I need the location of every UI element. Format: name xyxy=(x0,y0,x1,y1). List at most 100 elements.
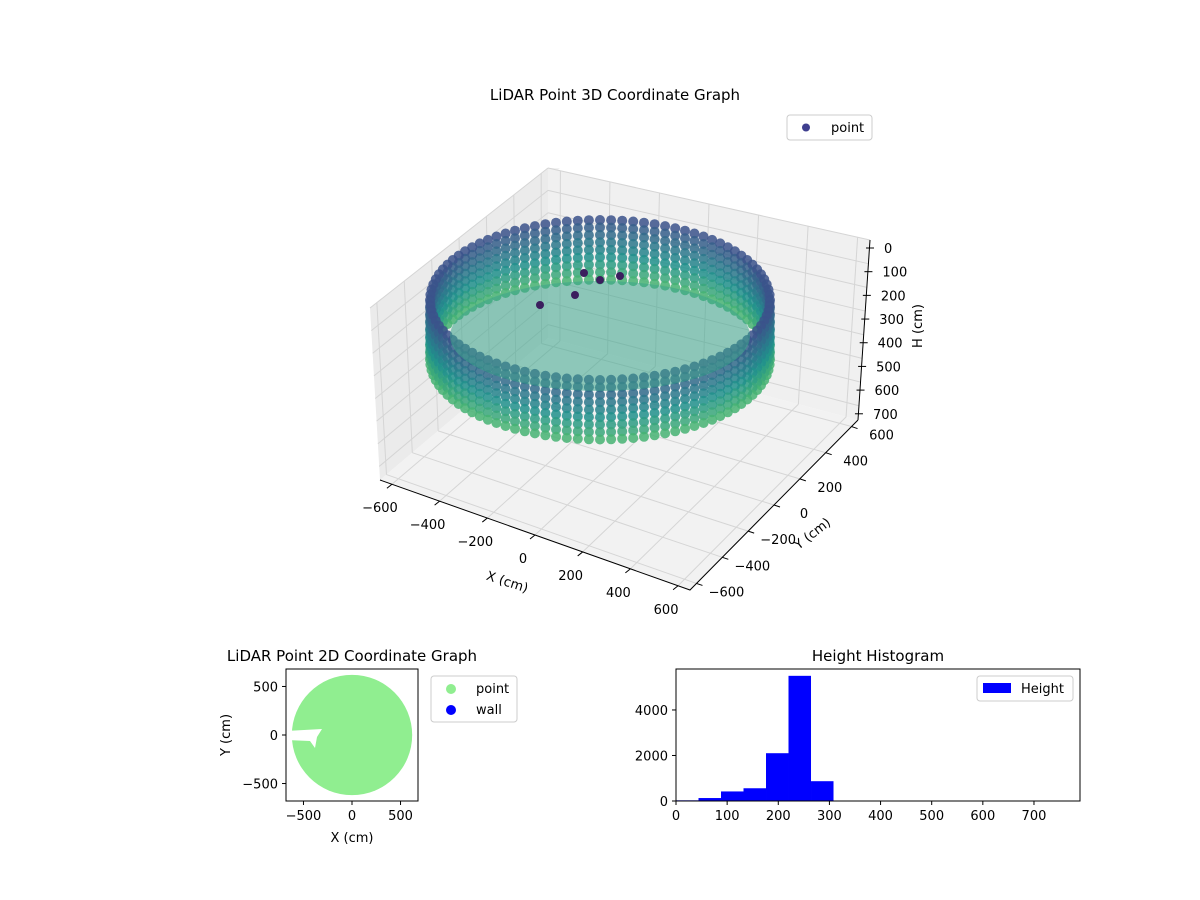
histogram-bar xyxy=(788,675,812,801)
plot3d-ytick-mark xyxy=(851,426,858,430)
plot3d-point xyxy=(628,403,639,414)
plot3d-point xyxy=(519,238,530,249)
plot3d-point xyxy=(639,254,649,265)
plot3d-point xyxy=(628,231,639,242)
plot3d-point xyxy=(510,386,520,397)
plot3d-grid-x-wall xyxy=(797,226,809,405)
plot3d-point xyxy=(606,215,617,226)
plot3d-point xyxy=(474,396,485,407)
histogram-bar xyxy=(811,781,834,801)
plot3d-point xyxy=(628,261,639,272)
plot2d-legend-label-point: point xyxy=(476,682,509,697)
plot3d-point xyxy=(628,246,639,257)
plot3d-point xyxy=(698,380,709,391)
plot3d-point xyxy=(606,259,617,270)
plot3d-point xyxy=(707,286,718,297)
plot3d-point xyxy=(510,255,520,266)
plot3d-point xyxy=(689,235,700,246)
plot3d-point xyxy=(660,250,671,261)
plot3d-point xyxy=(715,396,726,407)
plot3d-legend-marker xyxy=(802,123,810,132)
plot3d-ytick-label: 0 xyxy=(800,507,808,522)
plot3d-point xyxy=(519,267,530,278)
plot3d-point xyxy=(689,258,700,269)
plot3d-point xyxy=(660,265,671,276)
plot3d-point xyxy=(551,402,561,412)
histogram-xtick-label: 200 xyxy=(766,809,791,824)
plot3d-xtick-label: −400 xyxy=(410,518,446,533)
plot3d-point xyxy=(529,265,540,276)
plot3d-point xyxy=(628,410,639,421)
plot3d-xlabel: X (cm) xyxy=(484,569,530,597)
plot3d-point xyxy=(617,389,628,400)
plot3d-point xyxy=(628,224,639,234)
plot3d-point xyxy=(698,388,709,399)
plot3d-point xyxy=(595,252,605,263)
plot3d-point xyxy=(500,383,511,394)
plot3d-point xyxy=(660,236,671,246)
plot3d-point xyxy=(491,261,502,272)
plot2d-xtick-label: −500 xyxy=(286,809,322,824)
plot3d-point xyxy=(474,388,485,399)
plot3d-point xyxy=(482,384,493,395)
plot3d-point xyxy=(519,403,530,414)
plot3d-point xyxy=(510,270,520,281)
plot3d-point xyxy=(551,387,561,398)
plot3d-point xyxy=(561,238,572,249)
plot3d-point xyxy=(715,253,726,264)
plot3d-point xyxy=(707,279,718,290)
plot3d-point xyxy=(617,426,628,437)
plot3d-point xyxy=(482,257,493,268)
plot3d: LiDAR Point 3D Coordinate Graph −600 −400… xyxy=(362,86,926,618)
plot3d-ztick-label: 500 xyxy=(876,360,901,375)
plot3d-point xyxy=(500,250,511,261)
plot3d-point xyxy=(660,413,671,424)
plot3d-point xyxy=(491,283,502,294)
plot3d-point xyxy=(680,416,690,427)
plot3d-point xyxy=(551,416,561,427)
plot3d-ztick-label: 700 xyxy=(873,408,898,423)
plot3d-point xyxy=(561,388,572,399)
plot3d-point xyxy=(698,231,709,242)
plot2d-gap xyxy=(286,729,322,748)
plot3d-point xyxy=(595,389,605,400)
histogram-bar xyxy=(766,753,789,801)
plot3d-point xyxy=(617,419,628,429)
histogram-xtick-label: 0 xyxy=(672,809,680,824)
plot3d-point xyxy=(670,245,681,256)
plot3d-point xyxy=(595,427,605,438)
plot3d-point xyxy=(628,253,639,264)
plot3d-point xyxy=(540,249,551,259)
plot3d-point xyxy=(482,392,493,403)
plot3d-point xyxy=(595,229,605,240)
plot3d-point xyxy=(689,406,700,417)
plot3d-point xyxy=(467,399,478,410)
plot3d-xtick-label: 400 xyxy=(606,586,631,601)
plot3d-point xyxy=(698,239,709,249)
plot3d-point xyxy=(491,388,502,399)
plot3d-xtick-mark xyxy=(672,585,679,591)
histogram-xtick-label: 500 xyxy=(919,809,944,824)
plot3d-point xyxy=(722,384,733,395)
plot3d-point xyxy=(698,253,709,264)
plot3d-point xyxy=(606,434,617,445)
plot3d-point xyxy=(540,400,551,411)
plot3d-point xyxy=(689,398,700,409)
plot3d-ytick-mark xyxy=(696,582,703,586)
plot3d-point xyxy=(540,263,551,274)
plot3d-point xyxy=(551,269,561,280)
plot3d-point xyxy=(606,252,617,263)
plot3d-point xyxy=(698,395,709,406)
plot3d-point xyxy=(572,419,583,429)
histogram-bar xyxy=(721,791,744,801)
plot3d-point xyxy=(595,222,605,233)
plot3d-point xyxy=(500,235,511,246)
histogram: Height Histogram 0 100 200 300 400 500 600 7000… xyxy=(635,647,1082,824)
plot2d-xtick-label: 0 xyxy=(348,809,356,824)
plot3d-point xyxy=(491,231,502,242)
plot3d-point xyxy=(595,237,605,248)
plot3d-point xyxy=(572,404,583,415)
plot3d-point xyxy=(540,256,551,267)
plot3d-point xyxy=(510,248,520,258)
plot3d-point xyxy=(529,391,540,402)
